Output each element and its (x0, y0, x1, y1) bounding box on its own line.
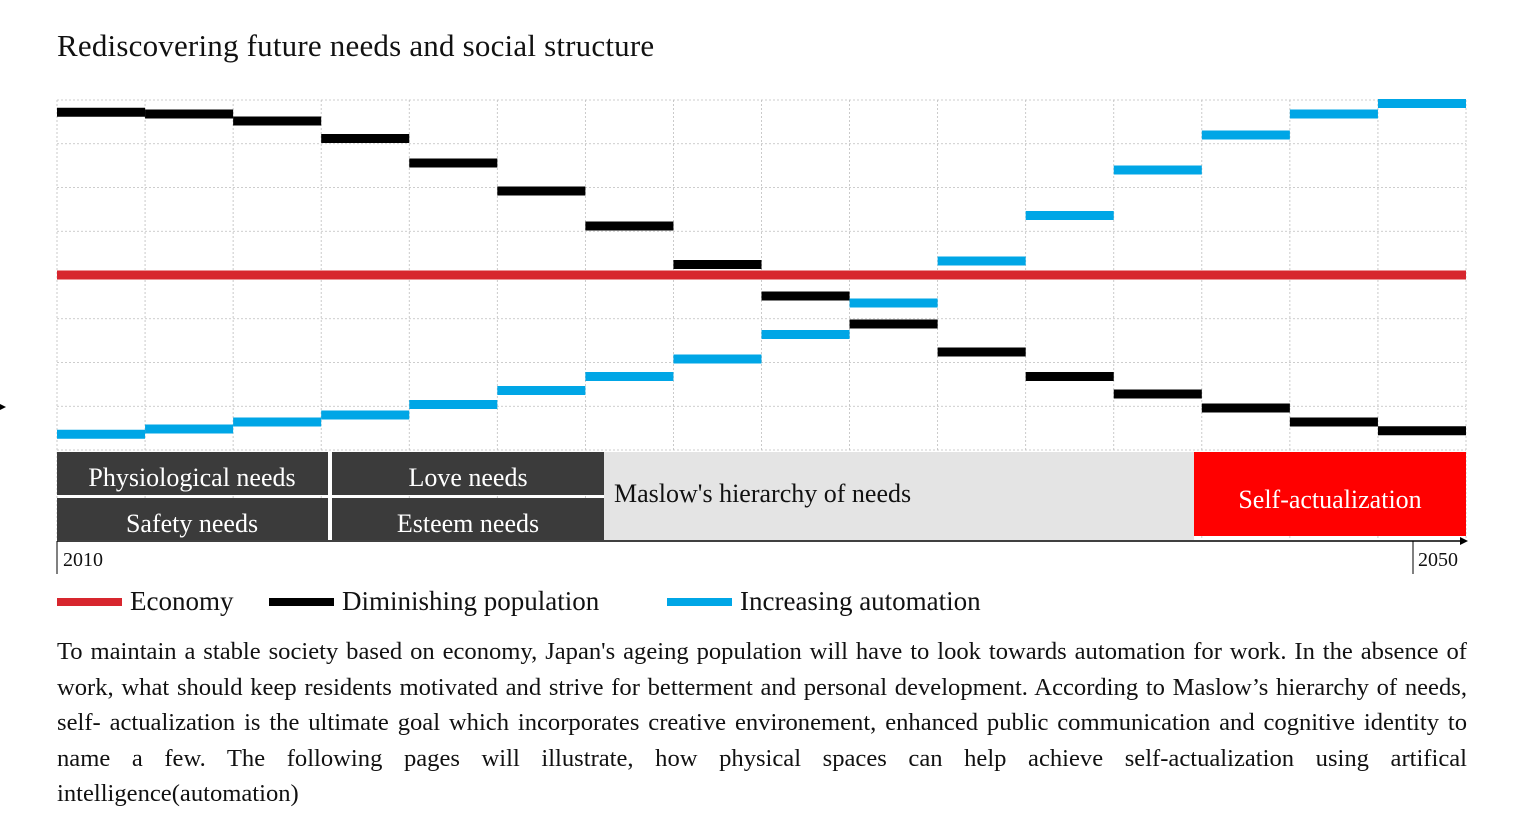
step-segment-increasing-automation (1113, 165, 1202, 175)
legend-label-economy: Economy (130, 586, 234, 616)
legend-label-automation: Increasing automation (740, 586, 981, 616)
esteem-needs-label: Esteem needs (397, 509, 539, 538)
step-segment-diminishing-population (1377, 426, 1466, 436)
legend-swatch-automation (667, 597, 732, 606)
step-segment-diminishing-population (937, 347, 1026, 357)
series-layer (57, 99, 1466, 439)
step-segment-diminishing-population (57, 107, 146, 117)
step-segment-increasing-automation (761, 330, 850, 339)
x-axis-arrow-icon (1460, 537, 1468, 545)
maslow-hierarchy-box (604, 452, 1194, 540)
description-paragraph: To maintain a stable society based on ec… (57, 638, 1467, 807)
love-needs-label: Love needs (408, 463, 527, 492)
step-segment-increasing-automation (1025, 211, 1114, 220)
step-segment-increasing-automation (57, 429, 146, 439)
esteem-needs-box (332, 498, 604, 540)
legend-label-population: Diminishing population (342, 586, 600, 616)
step-segment-diminishing-population (409, 158, 498, 168)
step-segment-diminishing-population (145, 109, 234, 119)
legend-item-economy: Economy (57, 586, 233, 617)
x-axis: 2010 2050 (56, 537, 1468, 574)
step-segment-increasing-automation (1377, 99, 1466, 108)
maslow-hierarchy-label: Maslow's hierarchy of needs (614, 479, 911, 508)
step-segment-diminishing-population (761, 291, 850, 301)
x-axis-start-label: 2010 (63, 549, 103, 571)
legend-swatch-economy (57, 597, 122, 606)
step-segment-increasing-automation (849, 298, 938, 308)
step-segment-diminishing-population (673, 260, 762, 269)
step-segment-diminishing-population (1025, 372, 1114, 381)
safety-needs-label: Safety needs (126, 509, 258, 538)
self-actualization-box (1194, 452, 1466, 536)
step-segment-increasing-automation (409, 400, 498, 409)
step-segment-increasing-automation (1289, 109, 1378, 119)
step-segment-increasing-automation (233, 417, 322, 427)
step-segment-increasing-automation (585, 372, 674, 381)
side-marker-icon (0, 404, 6, 410)
maslow-hierarchy-bar: Physiological needs Safety needs Love ne… (57, 452, 1466, 540)
chart: Physiological needs Safety needs Love ne… (0, 99, 1468, 574)
step-segment-diminishing-population (585, 221, 674, 231)
self-actualization-label: Self-actualization (1238, 485, 1421, 514)
step-segment-increasing-automation (497, 386, 586, 395)
love-needs-box (332, 452, 604, 495)
legend-item-population: Diminishing population (269, 586, 599, 617)
physiological-needs-label: Physiological needs (88, 463, 295, 492)
step-segment-diminishing-population (1289, 417, 1378, 427)
step-segment-increasing-automation (145, 424, 234, 434)
step-segment-diminishing-population (849, 319, 938, 329)
physiological-needs-box (57, 452, 328, 495)
x-axis-end-label: 2050 (1418, 549, 1458, 571)
step-segment-increasing-automation (673, 354, 762, 364)
step-segment-diminishing-population (1113, 389, 1202, 399)
step-segment-diminishing-population (233, 116, 322, 126)
page-title: Rediscovering future needs and social st… (57, 28, 655, 63)
step-segment-diminishing-population (497, 186, 586, 196)
safety-needs-box (57, 498, 328, 540)
legend-item-automation: Increasing automation (667, 586, 981, 617)
step-segment-increasing-automation (1201, 130, 1290, 140)
legend-swatch-population (269, 597, 334, 606)
step-segment-increasing-automation (321, 410, 410, 420)
legend: Economy Diminishing population Increasin… (0, 586, 1525, 622)
step-segment-diminishing-population (321, 134, 410, 143)
step-segment-increasing-automation (937, 256, 1026, 266)
step-segment-diminishing-population (1201, 403, 1290, 413)
